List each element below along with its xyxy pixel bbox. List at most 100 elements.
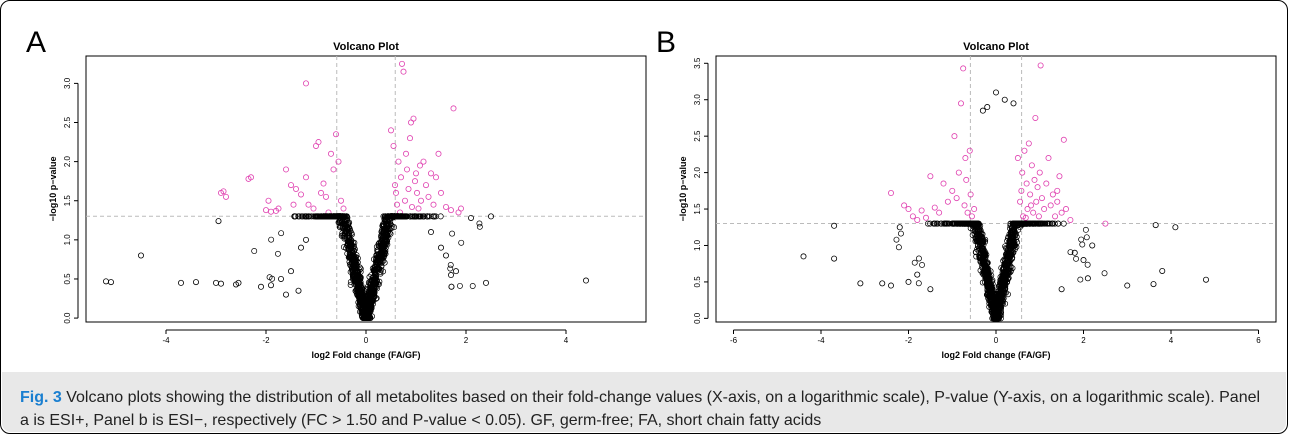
metabolite-point xyxy=(915,280,922,287)
significant-metabolite-point xyxy=(940,180,947,187)
significant-metabolite-point xyxy=(951,133,958,140)
x-tick-label: 6 xyxy=(1256,336,1261,345)
metabolite-point xyxy=(287,268,294,275)
metabolite-point xyxy=(269,275,276,282)
metabolite-point xyxy=(432,213,439,220)
metabolite-point xyxy=(356,275,363,282)
significant-metabolite-point xyxy=(966,147,973,154)
metabolite-point xyxy=(975,223,982,230)
significant-metabolite-point xyxy=(412,170,419,177)
metabolite-point xyxy=(378,228,385,235)
metabolite-point xyxy=(997,280,1004,287)
significant-metabolite-point xyxy=(398,60,405,67)
metabolite-point xyxy=(1003,251,1010,258)
significant-metabolite-point xyxy=(442,203,449,210)
y-tick-label: 3.0 xyxy=(693,94,702,106)
metabolite-point xyxy=(396,213,403,220)
y-tick-label: 2.5 xyxy=(693,130,702,142)
metabolite-point xyxy=(373,255,380,261)
metabolite-point xyxy=(378,259,385,266)
metabolite-point xyxy=(402,213,409,220)
metabolite-point xyxy=(997,304,1004,311)
significant-metabolite-point xyxy=(1102,220,1109,227)
metabolite-point xyxy=(987,294,994,301)
metabolite-point xyxy=(359,304,366,311)
significant-metabolite-point xyxy=(936,209,943,216)
significant-metabolite-point xyxy=(1017,198,1024,205)
metabolite-point xyxy=(388,213,394,220)
significant-metabolite-point xyxy=(1056,173,1063,180)
metabolite-point xyxy=(905,278,912,285)
significant-metabolite-point xyxy=(1041,206,1048,213)
metabolite-point xyxy=(895,244,902,251)
significant-metabolite-point xyxy=(901,202,908,209)
significant-metabolite-point xyxy=(962,155,969,162)
metabolite-point xyxy=(372,279,379,286)
metabolite-point xyxy=(1058,286,1065,293)
metabolite-point xyxy=(302,236,309,243)
metabolite-point xyxy=(1006,252,1013,259)
significant-metabolite-point xyxy=(413,189,420,196)
metabolite-point xyxy=(1049,220,1056,227)
metabolite-point xyxy=(964,220,971,227)
metabolite-point xyxy=(108,279,115,286)
plot-frame xyxy=(85,55,647,323)
metabolite-point xyxy=(984,104,991,111)
metabolite-point xyxy=(987,283,994,290)
significant-metabolite-point xyxy=(275,205,282,212)
metabolite-point xyxy=(447,265,454,272)
significant-metabolite-point xyxy=(450,105,457,112)
metabolite-point xyxy=(932,220,939,227)
metabolite-point xyxy=(984,270,991,276)
metabolite-point xyxy=(482,279,489,286)
metabolite-point xyxy=(914,271,921,278)
metabolite-point xyxy=(374,277,380,284)
metabolite-point xyxy=(346,238,353,245)
metabolite-point xyxy=(989,298,996,305)
metabolite-point xyxy=(996,296,1003,302)
significant-metabolite-point xyxy=(1034,184,1041,191)
metabolite-point xyxy=(961,220,968,227)
metabolite-point xyxy=(305,213,312,220)
metabolite-point xyxy=(1150,281,1157,288)
metabolite-point xyxy=(978,244,985,251)
significant-metabolite-point xyxy=(422,182,429,189)
metabolite-point xyxy=(278,230,285,237)
significant-metabolite-point xyxy=(401,197,408,204)
metabolite-point xyxy=(377,269,384,276)
metabolite-point xyxy=(857,280,864,287)
plot-title: Volcano Plot xyxy=(963,41,1029,53)
metabolite-point xyxy=(371,285,378,292)
caption-background xyxy=(2,372,1286,432)
significant-metabolite-point xyxy=(335,158,342,165)
y-tick-label: 1.0 xyxy=(693,239,702,251)
metabolite-point xyxy=(979,107,986,114)
metabolite-point xyxy=(373,295,379,302)
significant-metabolite-point xyxy=(457,205,464,212)
metabolite-point xyxy=(351,265,358,272)
significant-metabolite-point xyxy=(302,80,309,87)
significant-metabolite-point xyxy=(282,166,289,173)
metabolite-point xyxy=(352,288,359,295)
significant-metabolite-point xyxy=(390,142,397,149)
significant-metabolite-point xyxy=(1023,180,1030,187)
metabolite-point xyxy=(911,259,918,266)
metabolite-point xyxy=(346,250,353,257)
significant-metabolite-point xyxy=(955,169,962,176)
metabolite-point xyxy=(235,279,242,286)
significant-metabolite-point xyxy=(1047,202,1054,209)
significant-metabolite-point xyxy=(944,198,951,205)
metabolite-point xyxy=(1082,226,1089,233)
metabolite-point xyxy=(339,232,346,239)
significant-metabolite-point xyxy=(220,188,227,195)
metabolite-point xyxy=(971,220,978,227)
figure-caption: Fig. 3 Volcano plots showing the distrib… xyxy=(20,386,1270,432)
metabolite-point xyxy=(324,213,331,220)
metabolite-point xyxy=(371,292,378,299)
metabolite-point xyxy=(896,224,903,231)
significant-metabolite-point xyxy=(247,174,254,181)
metabolite-point xyxy=(362,295,368,302)
metabolite-point xyxy=(138,252,145,259)
metabolite-point xyxy=(976,255,983,262)
metabolite-point xyxy=(360,315,367,322)
